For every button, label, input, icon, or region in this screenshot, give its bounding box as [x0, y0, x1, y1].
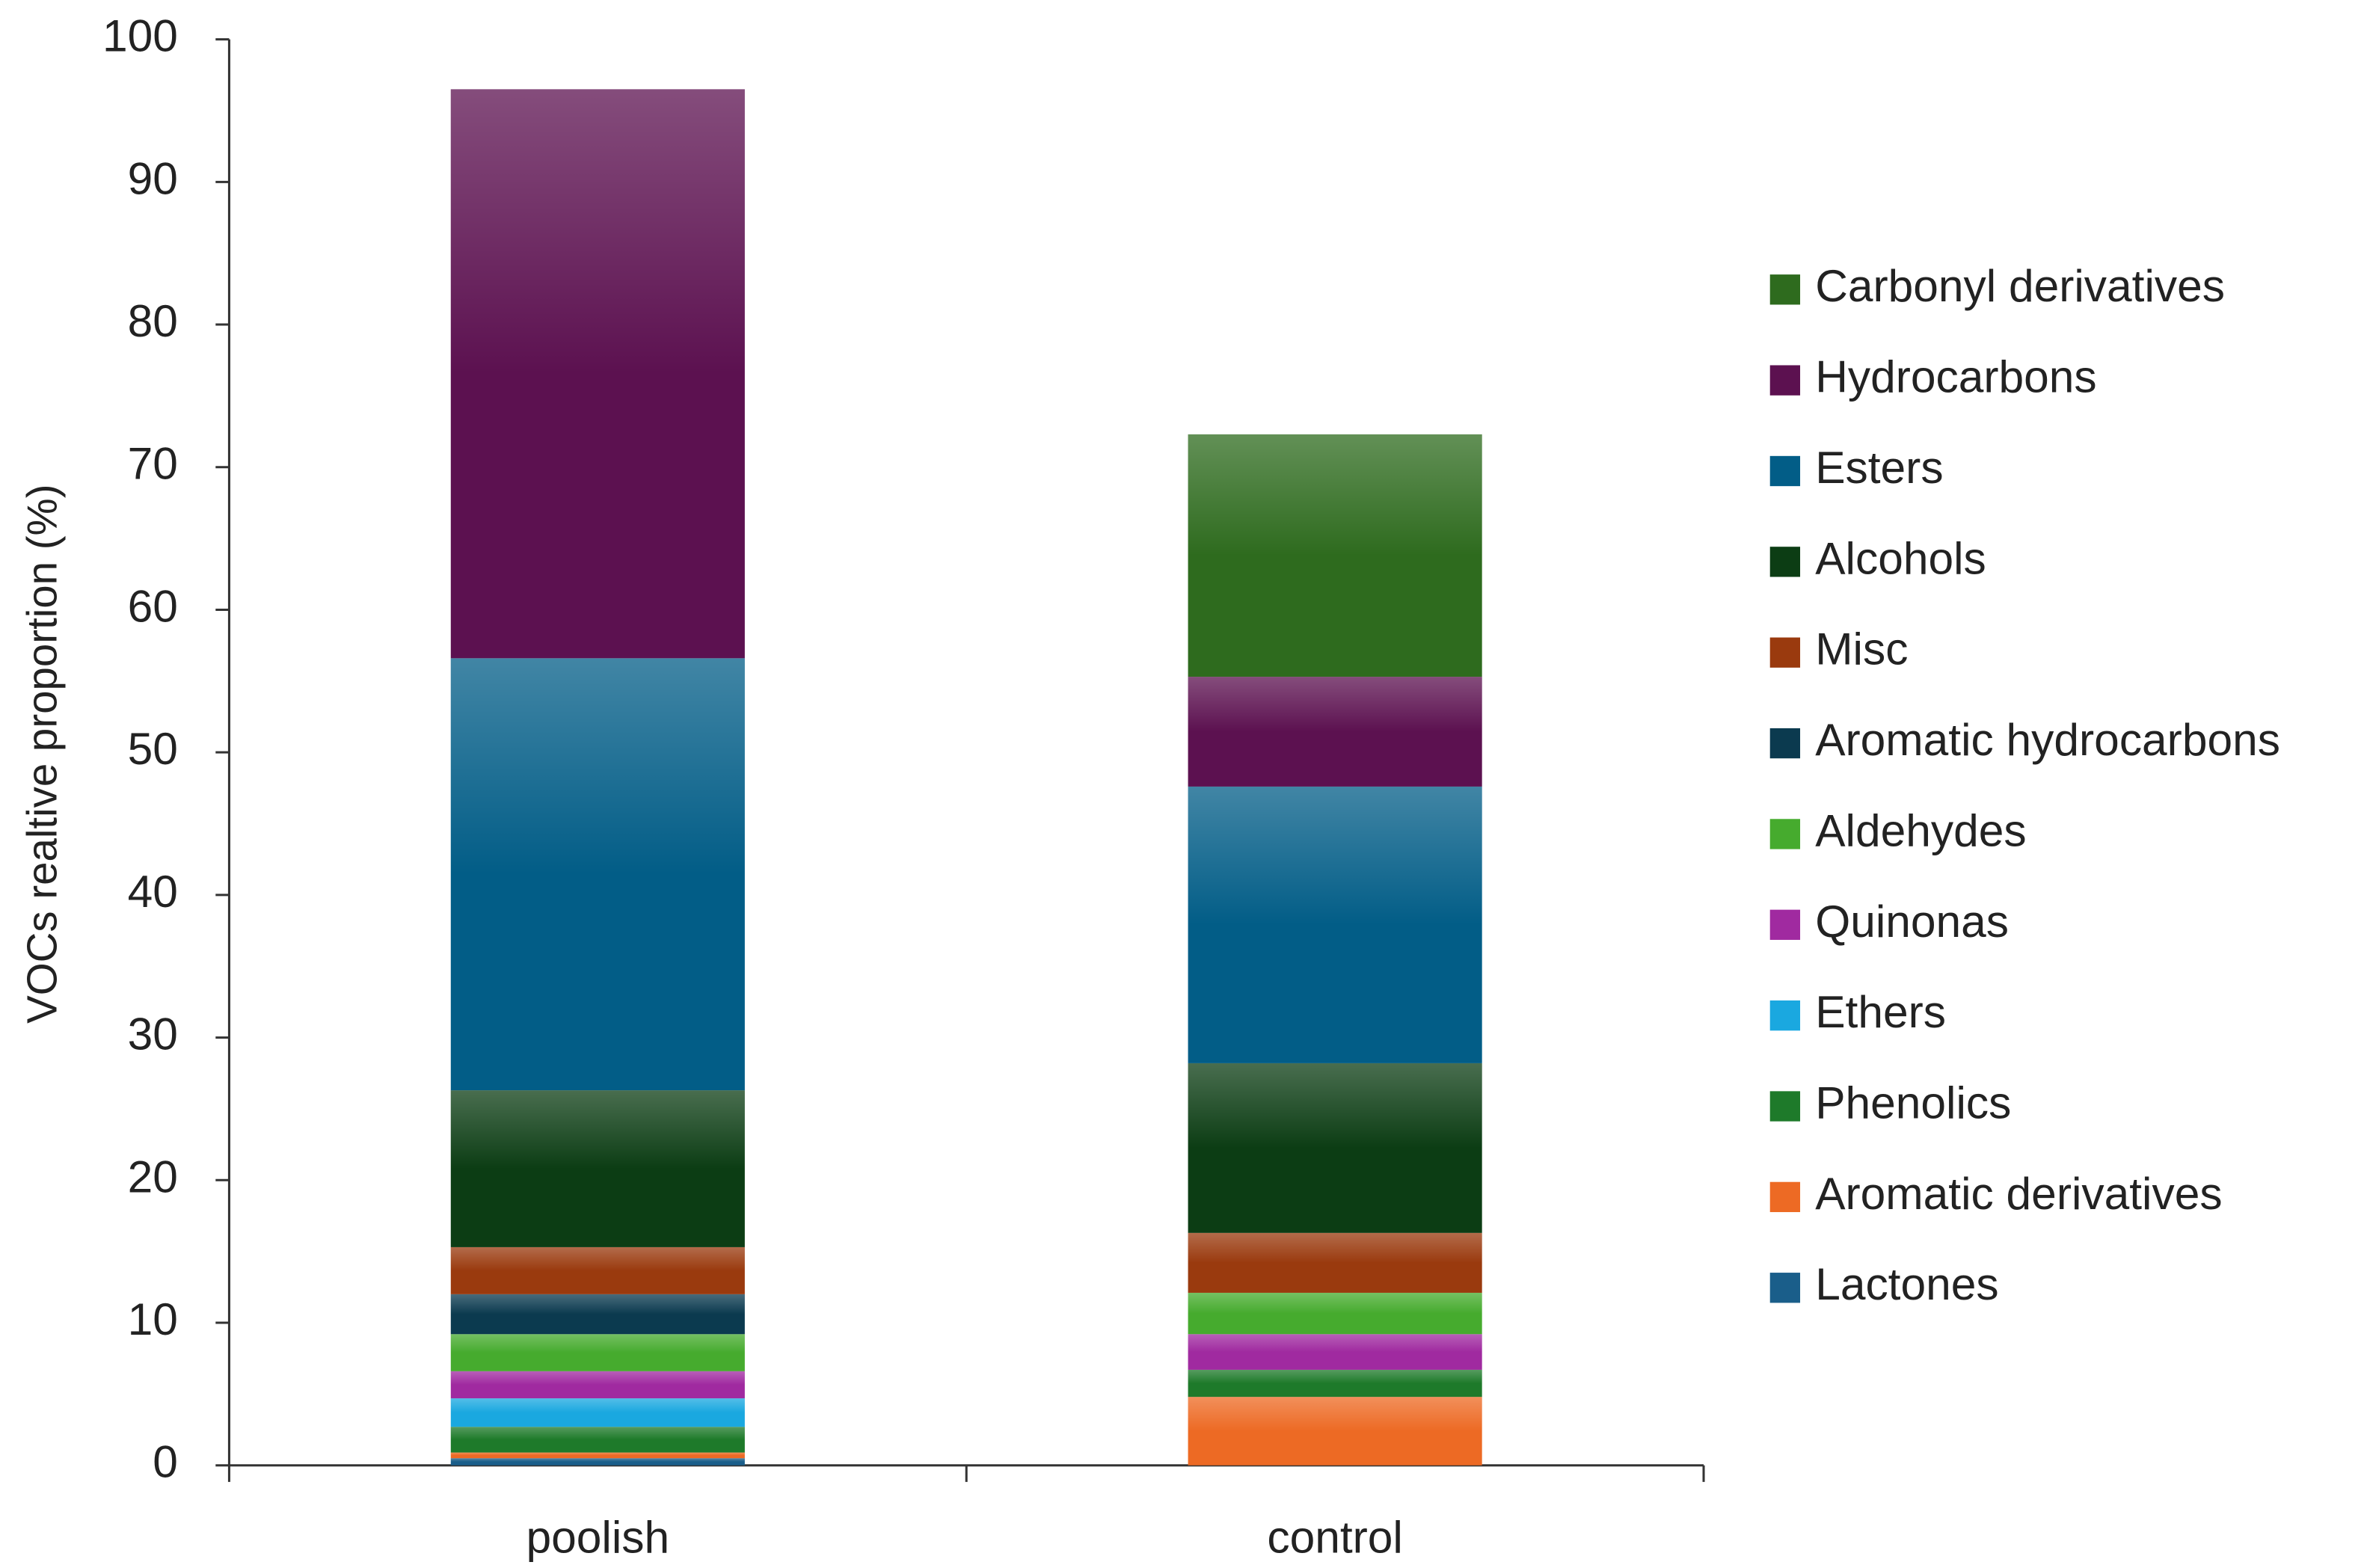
y-tick-label: 70 — [128, 438, 178, 489]
bar-sheen — [1188, 1334, 1482, 1370]
legend-swatch — [1769, 547, 1801, 577]
legend-swatch — [1769, 728, 1801, 759]
legend-label: Lactones — [1815, 1258, 1998, 1309]
bar-sheen — [1188, 1397, 1482, 1466]
y-axis-title: VOCs realtive proportion (%) — [18, 484, 65, 1023]
legend-swatch — [1769, 274, 1801, 305]
y-tick-label: 0 — [153, 1436, 178, 1487]
legend-label: Aromatic hydrocarbons — [1815, 714, 2280, 765]
bar-sheen — [450, 1458, 745, 1466]
legend-swatch — [1769, 819, 1801, 849]
legend-swatch — [1769, 1000, 1801, 1031]
bar-sheen — [450, 658, 745, 1091]
bar-sheen — [1188, 434, 1482, 677]
bar-sheen — [450, 1294, 745, 1335]
legend-label: Aromatic derivatives — [1815, 1168, 2222, 1219]
bar-sheen — [450, 1427, 745, 1453]
legend-label: Alcohols — [1815, 532, 1986, 583]
y-tick-label: 100 — [102, 10, 178, 61]
legend-label: Esters — [1815, 442, 1943, 493]
legend-swatch — [1769, 365, 1801, 396]
bar-sheen — [1188, 677, 1482, 787]
legend-label: Quinonas — [1815, 896, 2009, 947]
legend-swatch — [1769, 1181, 1801, 1213]
legend-label: Carbonyl derivatives — [1815, 260, 2225, 311]
y-tick-label: 60 — [128, 580, 178, 631]
x-tick-label: control — [1267, 1511, 1403, 1562]
legend-label: Hydrocarbons — [1815, 351, 2096, 402]
bar-sheen — [1188, 786, 1482, 1063]
legend-swatch — [1769, 637, 1801, 668]
legend-label: Phenolics — [1815, 1077, 2011, 1128]
legend-swatch — [1769, 909, 1801, 940]
legend-swatch — [1769, 1091, 1801, 1122]
y-tick-label: 40 — [128, 866, 178, 917]
bar-sheen — [1188, 1063, 1482, 1233]
y-tick-label: 30 — [128, 1009, 178, 1060]
y-tick-label: 50 — [128, 723, 178, 774]
bar-sheen — [450, 1398, 745, 1427]
bar-sheen — [450, 89, 745, 659]
legend-swatch — [1769, 1273, 1801, 1303]
bar-sheen — [450, 1371, 745, 1399]
legend-swatch — [1769, 455, 1801, 487]
legend-label: Aldehydes — [1815, 805, 2026, 855]
x-tick-label: poolish — [526, 1511, 670, 1562]
bar-sheen — [450, 1452, 745, 1459]
bar-sheen — [1188, 1369, 1482, 1398]
y-tick-label: 20 — [128, 1151, 178, 1202]
bar-sheen — [450, 1090, 745, 1247]
bar-sheen — [450, 1334, 745, 1371]
y-tick-label: 90 — [128, 153, 178, 203]
y-tick-label: 10 — [128, 1294, 178, 1344]
y-tick-label: 80 — [128, 295, 178, 346]
bar-sheen — [1188, 1232, 1482, 1293]
legend-label: Misc — [1815, 624, 1908, 674]
legend-label: Ethers — [1815, 986, 1946, 1037]
bar-sheen — [450, 1246, 745, 1294]
bar-sheen — [1188, 1292, 1482, 1335]
